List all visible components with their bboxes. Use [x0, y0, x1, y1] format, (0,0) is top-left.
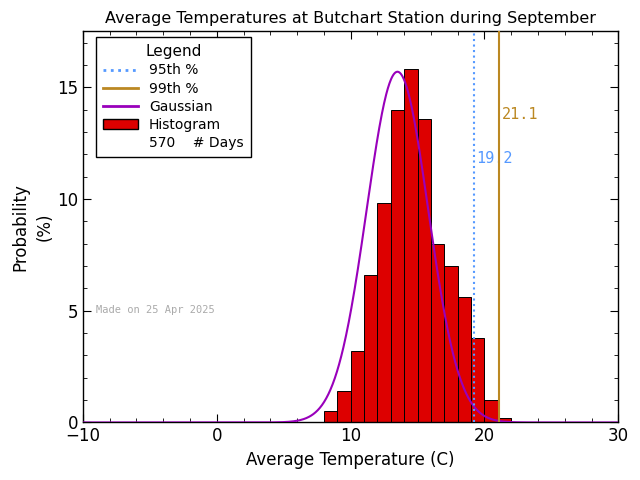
Bar [417, 119, 431, 422]
Bar [364, 275, 378, 422]
Bar [471, 337, 484, 422]
Y-axis label: Probability
(%): Probability (%) [11, 183, 54, 271]
Text: 21.1: 21.1 [502, 107, 538, 121]
Bar [444, 266, 458, 422]
Text: Made on 25 Apr 2025: Made on 25 Apr 2025 [96, 305, 215, 315]
Bar [431, 244, 444, 422]
Bar [378, 204, 391, 422]
Bar [391, 109, 404, 422]
Bar [337, 391, 351, 422]
Bar [324, 411, 337, 422]
Bar [351, 351, 364, 422]
Text: 19.2: 19.2 [476, 151, 513, 166]
Bar [498, 418, 511, 422]
Bar [484, 400, 498, 422]
Title: Average Temperatures at Butchart Station during September: Average Temperatures at Butchart Station… [105, 11, 596, 26]
Bar [404, 70, 417, 422]
X-axis label: Average Temperature (C): Average Temperature (C) [246, 451, 455, 469]
Bar [458, 297, 471, 422]
Legend: 95th %, 99th %, Gaussian, Histogram, 570    # Days: 95th %, 99th %, Gaussian, Histogram, 570… [96, 37, 251, 157]
